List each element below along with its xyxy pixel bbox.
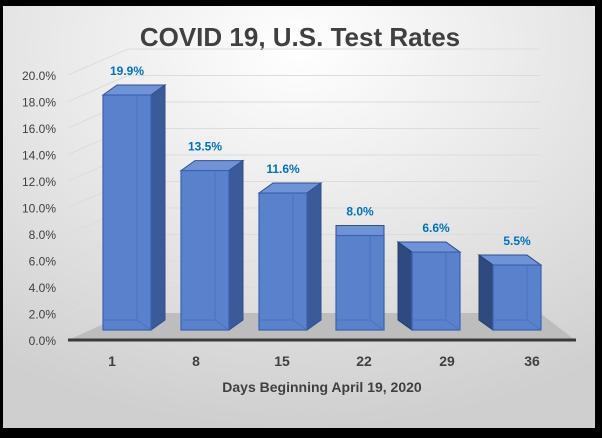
y-tick-label: 12.0%	[22, 175, 56, 189]
bar-side-face	[397, 241, 413, 331]
bar-29: 6.6%	[396, 221, 462, 331]
x-axis-title: Days Beginning April 19, 2020	[222, 379, 422, 395]
x-tick-label: 8	[192, 353, 200, 369]
bar-front-face	[335, 234, 385, 331]
gridline-slant	[67, 75, 129, 102]
y-tick-label: 4.0%	[29, 281, 57, 295]
data-label: 13.5%	[188, 140, 222, 154]
bar-front-face	[411, 251, 461, 331]
y-tick-label: 16.0%	[22, 122, 56, 136]
data-label: 6.6%	[422, 221, 450, 235]
data-label: 5.5%	[503, 234, 531, 248]
y-tick-label: 20.0%	[22, 69, 56, 83]
bar-top-face	[335, 225, 385, 237]
x-tick-label: 1	[108, 353, 116, 369]
data-label: 19.9%	[110, 64, 144, 78]
bar-36: 5.5%	[477, 234, 543, 331]
chart-title: COVID 19, U.S. Test Rates	[140, 22, 460, 52]
x-tick-label: 22	[356, 353, 372, 369]
y-tick-label: 14.0%	[22, 149, 56, 163]
bar-front-face	[180, 169, 230, 331]
y-tick-label: 10.0%	[22, 202, 56, 216]
bar-front-face	[258, 192, 308, 331]
bar-front-face	[492, 264, 542, 331]
bar-8: 13.5%	[179, 140, 245, 331]
y-tick-label: 0.0%	[29, 334, 57, 348]
bar-22: 8.0%	[335, 205, 385, 331]
bar-1: 19.9%	[101, 64, 167, 331]
y-tick-label: 6.0%	[29, 255, 57, 269]
y-tick-label: 18.0%	[22, 96, 56, 110]
gridline-slant	[67, 48, 129, 76]
y-tick-label: 2.0%	[29, 308, 57, 322]
data-label: 8.0%	[346, 205, 374, 219]
bar-side-face	[306, 182, 322, 331]
bar-front-face	[102, 94, 152, 331]
x-tick-label: 36	[524, 353, 540, 369]
bar-side-face	[150, 84, 166, 331]
bar-15: 11.6%	[257, 162, 323, 331]
x-tick-label: 29	[439, 353, 455, 369]
x-tick-label: 15	[274, 353, 290, 369]
bar-side-face	[228, 159, 244, 331]
data-label: 11.6%	[266, 162, 300, 176]
y-tick-label: 8.0%	[29, 228, 57, 242]
bar-side-face	[478, 254, 494, 331]
